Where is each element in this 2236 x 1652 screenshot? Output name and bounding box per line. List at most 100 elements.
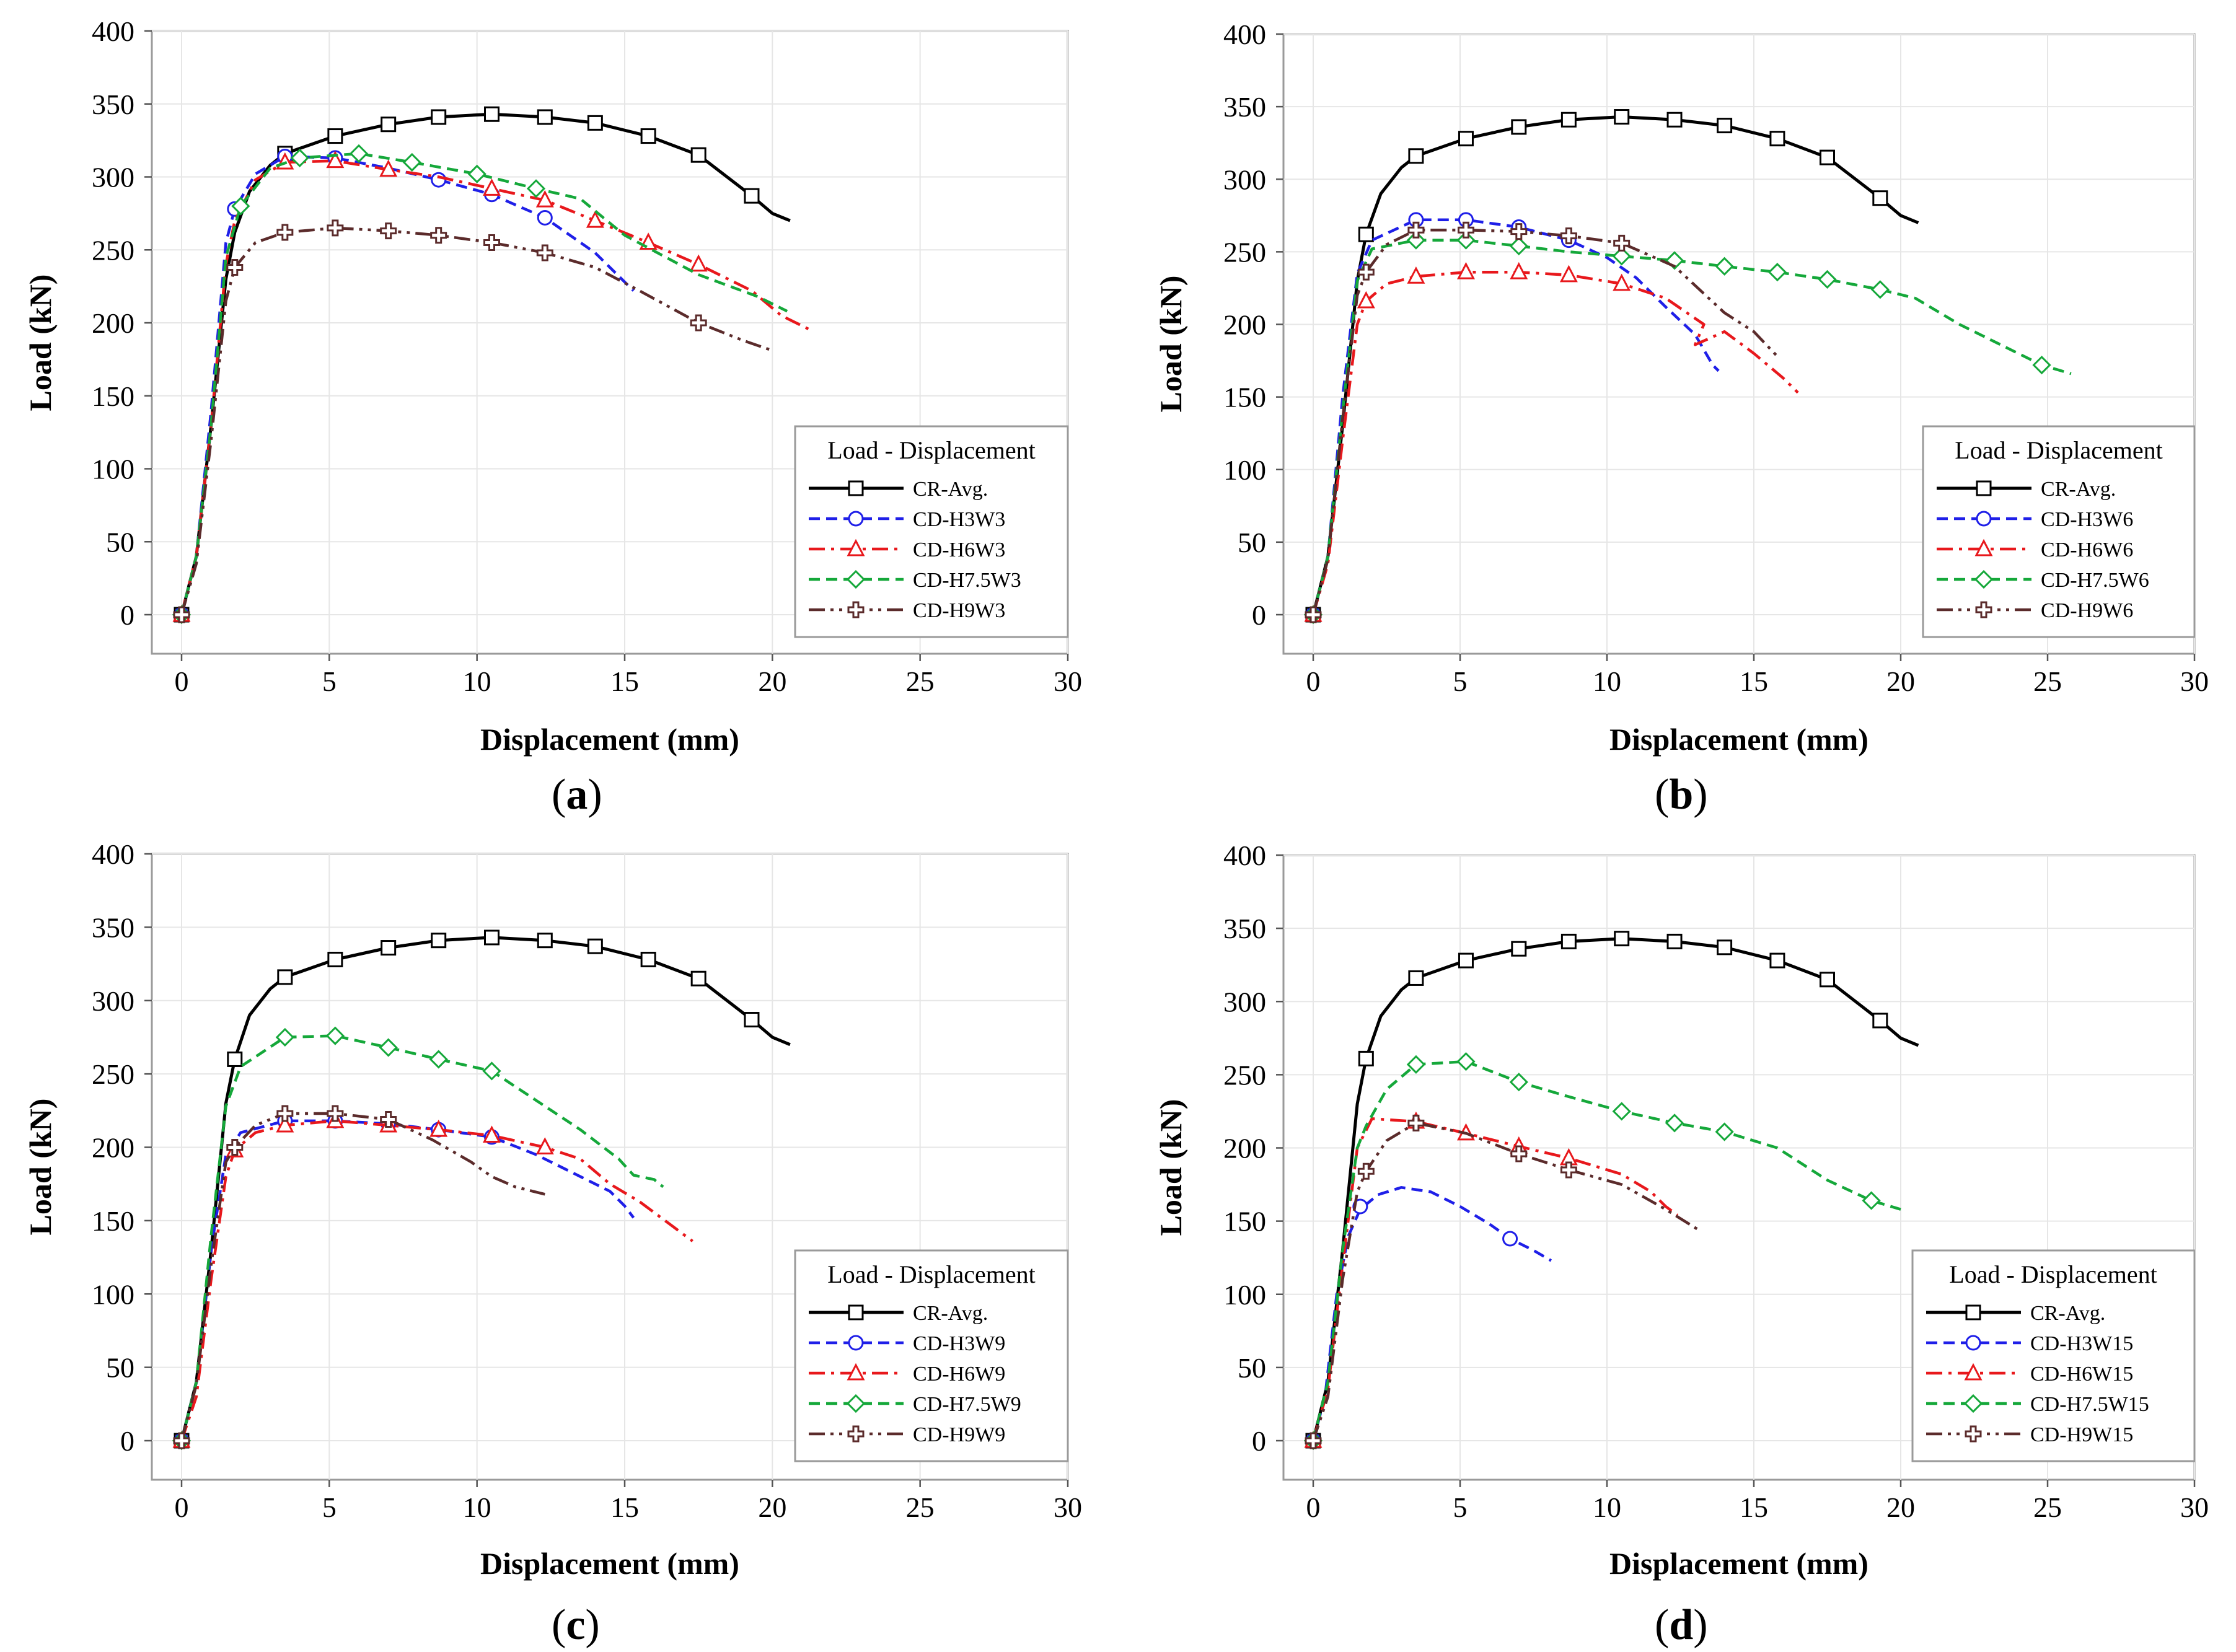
data-point-marker [1406, 1055, 1426, 1074]
data-point-marker [1406, 231, 1426, 250]
data-point-marker [276, 1105, 294, 1122]
data-point-marker [1614, 109, 1630, 125]
legend-label: CR-Avg. [913, 478, 988, 501]
data-point-marker [431, 109, 447, 125]
y-tick-label: 50 [1238, 1352, 1266, 1384]
legend: Load - Displacement CR-Avg. CD-H3W9 CD-H6W… [794, 1249, 1069, 1462]
legend-label: CR-Avg. [2030, 1302, 2105, 1325]
data-point-marker [326, 151, 345, 169]
y-tick-label: 350 [92, 912, 134, 943]
legend-marker [1976, 511, 1992, 527]
data-point-marker [483, 178, 501, 196]
panel-caption: (c) [552, 1601, 600, 1649]
data-point-marker [327, 128, 343, 144]
legend-label: CD-H3W9 [913, 1332, 1005, 1355]
data-point-marker [430, 227, 447, 244]
legend-marker [1965, 1304, 1981, 1320]
data-point-marker [276, 224, 294, 241]
legend-marker [1964, 1363, 1983, 1381]
y-tick-label: 50 [106, 526, 134, 558]
x-tick-label: 20 [758, 666, 786, 697]
data-point-marker [484, 106, 500, 122]
x-tick-label: 25 [906, 1492, 935, 1523]
gridlines [152, 853, 1068, 1480]
y-tick-label: 150 [92, 380, 134, 412]
x-axis-title: Displacement (mm) [1609, 1546, 1868, 1581]
series-layer [172, 929, 791, 1451]
data-point-marker [1509, 236, 1528, 256]
y-tick-label: 100 [1223, 1279, 1266, 1311]
data-point-marker [1357, 291, 1375, 309]
data-point-marker [690, 147, 706, 163]
data-point-marker [535, 1137, 554, 1154]
panel-caption: (a) [552, 771, 602, 819]
y-tick-label: 400 [1223, 840, 1266, 871]
data-point-marker [537, 933, 553, 949]
data-point-marker [1510, 1145, 1528, 1162]
legend-marker [1963, 1394, 1983, 1413]
y-tick-label: 300 [1223, 164, 1266, 195]
legend-label: CD-H6W15 [2030, 1363, 2133, 1386]
x-tick-label: 0 [175, 1492, 189, 1523]
legend-label: CR-Avg. [2041, 478, 2116, 501]
x-axis-title: Displacement (mm) [480, 1546, 739, 1581]
data-point-marker [1666, 112, 1683, 128]
y-tick-label: 300 [92, 985, 134, 1017]
series-layer [172, 106, 812, 625]
data-point-marker [429, 1119, 448, 1137]
data-point-marker [484, 929, 500, 946]
data-point-marker [1870, 280, 1890, 299]
legend-box [794, 1249, 1069, 1462]
x-tick-label: 20 [1886, 666, 1915, 697]
x-tick-label: 5 [1453, 1492, 1468, 1523]
legend-items: CR-Avg. CD-H3W9 CD-H6W9 CD-H7.5W9 CD-H9W9 [809, 1302, 1021, 1446]
y-tick-label: 100 [92, 454, 134, 485]
data-point-marker [349, 144, 369, 163]
data-point-marker [1456, 1052, 1476, 1071]
legend-box [1911, 1249, 2196, 1462]
data-point-marker [1457, 261, 1475, 279]
x-tick-label: 0 [1306, 666, 1321, 697]
x-tick-label: 30 [2180, 666, 2209, 697]
data-point-marker [381, 940, 397, 956]
data-point-marker [226, 259, 244, 276]
data-point-marker [1872, 190, 1888, 206]
data-point-marker [1457, 221, 1474, 239]
series-line [1311, 239, 2072, 615]
legend-label: CD-H3W6 [2041, 508, 2133, 531]
data-point-marker [1560, 1161, 1577, 1179]
data-point-marker [1715, 1122, 1734, 1141]
data-point-marker [1511, 941, 1527, 957]
data-point-marker [1612, 1102, 1631, 1121]
legend-marker [847, 1363, 865, 1381]
legend-label: CD-H9W9 [913, 1423, 1005, 1446]
legend-title: Load - Displacement [827, 436, 1035, 464]
series-line [1311, 1122, 1702, 1441]
panel-caption: (d) [1655, 1601, 1708, 1649]
legend-items: CR-Avg. CD-H3W15 CD-H6W15 CD-H7.5W15 CD-H9W1… [1926, 1302, 2149, 1446]
x-tick-label: 10 [1593, 1492, 1621, 1523]
data-point-marker [325, 1026, 345, 1045]
y-tick-label: 400 [1223, 19, 1266, 50]
y-axis-title: Load (kN) [1153, 276, 1188, 413]
y-tick-label: 350 [1223, 913, 1266, 944]
series-line [180, 159, 812, 615]
data-point-marker [429, 1050, 448, 1069]
data-point-marker [1456, 231, 1476, 250]
data-point-marker [226, 1139, 244, 1156]
legend-label: CD-H7.5W15 [2030, 1393, 2149, 1416]
legend-marker [847, 601, 865, 618]
data-point-marker [1820, 149, 1835, 165]
data-point-marker [1560, 227, 1577, 245]
data-point-marker [1767, 263, 1787, 282]
data-point-marker [277, 969, 293, 985]
x-axis-title: Displacement (mm) [1609, 722, 1868, 757]
data-point-marker [1305, 1432, 1322, 1449]
data-point-marker [1560, 933, 1577, 949]
x-tick-label: 15 [610, 666, 639, 697]
data-point-marker [431, 933, 447, 949]
